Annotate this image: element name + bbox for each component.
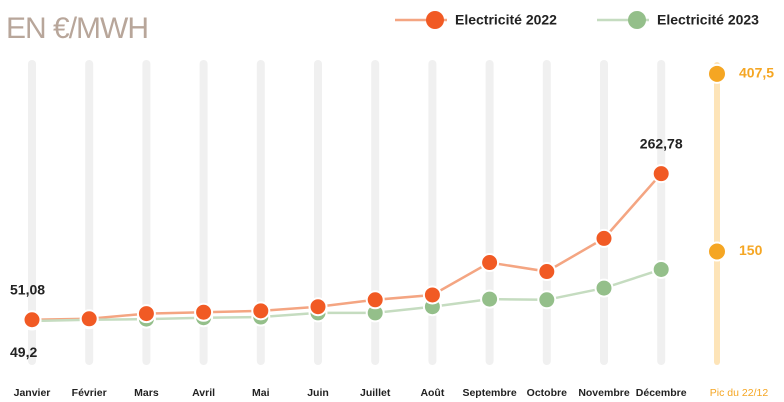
column-bg: [371, 60, 380, 365]
data-point: [537, 290, 557, 310]
data-point: [136, 304, 156, 324]
x-tick-label: Décembre: [636, 387, 687, 399]
series-line: [31, 172, 663, 322]
data-point: [480, 253, 500, 273]
peak-column: [714, 62, 720, 365]
data-label: 49,2: [10, 344, 37, 360]
x-tick-label: Septembre: [462, 387, 516, 399]
x-tick-label: Janvier: [14, 387, 51, 399]
series-line: [31, 268, 662, 323]
column-bg: [256, 60, 265, 365]
data-point: [22, 310, 42, 330]
peak-value-label: 150: [739, 242, 763, 258]
legend-label: Electricité 2023: [657, 12, 759, 28]
column-bg: [542, 60, 551, 365]
x-tick-label: Juillet: [360, 387, 391, 399]
data-point: [79, 309, 99, 329]
legend-label: Electricité 2022: [455, 12, 557, 28]
column-bg: [142, 60, 151, 365]
data-point: [194, 302, 214, 322]
data-point: [308, 297, 328, 317]
x-tick-label: Avril: [192, 387, 215, 399]
column-bg: [199, 60, 208, 365]
x-tick-label: Octobre: [527, 387, 567, 399]
x-tick-label: Novembre: [578, 387, 630, 399]
data-point: [537, 262, 557, 282]
data-point: [480, 289, 500, 309]
chart-title: EN €/MWH: [6, 12, 148, 45]
column-bg: [428, 60, 437, 365]
peak-label: Pic du 22/12: [710, 387, 769, 399]
data-point: [594, 278, 614, 298]
legend-marker: [426, 11, 444, 29]
column-bg: [85, 60, 94, 365]
data-point: [251, 301, 271, 321]
data-point: [594, 228, 614, 248]
data-label: 51,08: [10, 281, 45, 297]
column-bg: [28, 60, 36, 365]
peak-value-label: 407,5: [739, 65, 774, 81]
column-bg: [314, 60, 322, 365]
column-bg: [600, 60, 608, 365]
column-bg: [485, 60, 494, 365]
peak-point: [707, 241, 727, 262]
data-label: 262,78: [640, 135, 683, 151]
column-bg: [657, 60, 666, 365]
x-tick-label: Juin: [307, 387, 329, 399]
x-tick-label: Février: [72, 387, 107, 399]
data-point: [365, 290, 385, 310]
data-point: [651, 164, 671, 184]
peak-point: [707, 63, 727, 84]
data-point: [651, 259, 671, 279]
x-tick-label: Août: [420, 387, 444, 399]
x-tick-label: Mars: [134, 387, 159, 399]
legend-marker: [628, 11, 646, 29]
data-point: [422, 285, 442, 305]
x-tick-label: Mai: [252, 387, 270, 399]
